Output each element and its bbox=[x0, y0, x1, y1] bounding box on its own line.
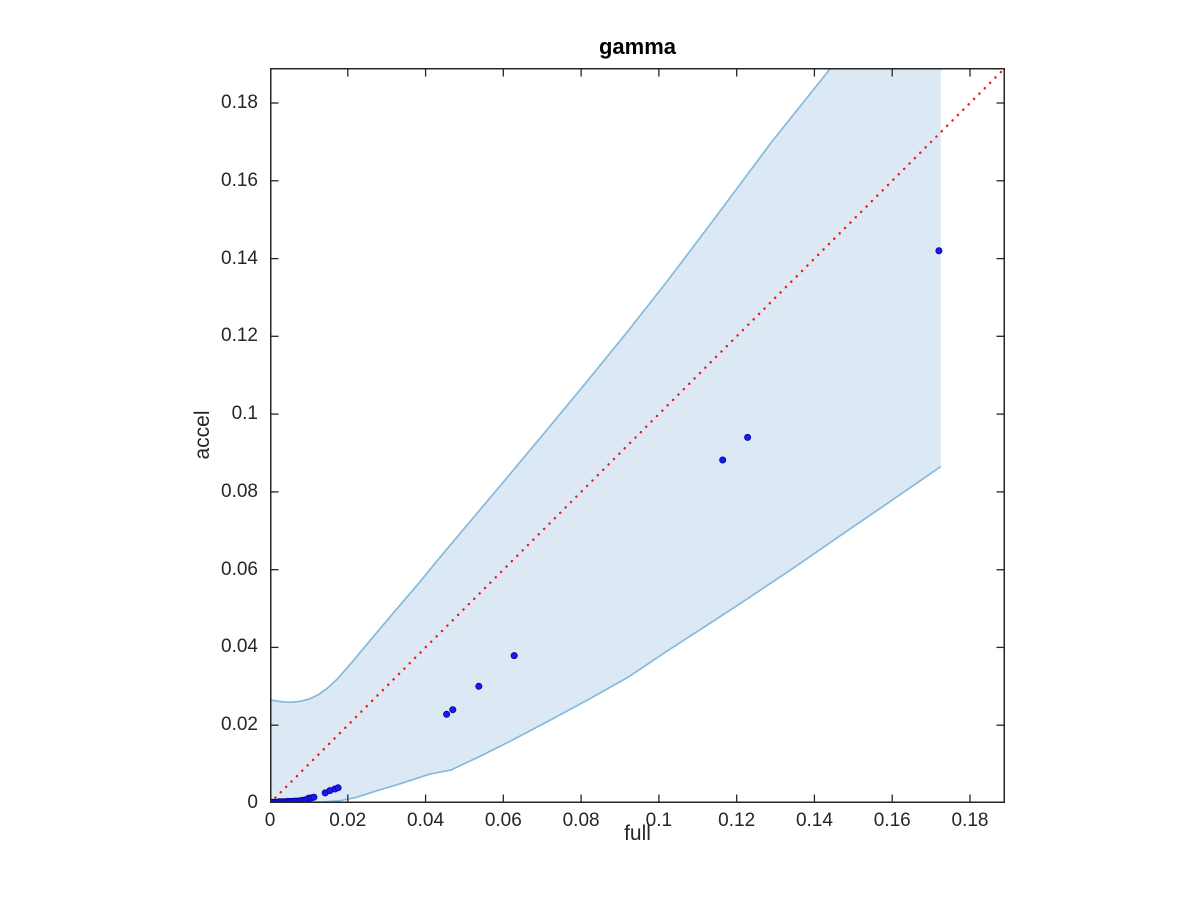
y-tick-label: 0.04 bbox=[221, 636, 258, 658]
scatter-point bbox=[744, 433, 752, 441]
scatter-point bbox=[510, 652, 518, 660]
axes-frame bbox=[270, 68, 1005, 803]
scatter-point bbox=[475, 682, 483, 690]
scatter-point bbox=[449, 706, 457, 714]
x-tick-label: 0.18 bbox=[951, 810, 989, 831]
y-tick-label: 0 bbox=[247, 792, 258, 813]
x-tick-label: 0.16 bbox=[873, 810, 911, 831]
plot-canvas bbox=[268, 66, 1007, 806]
y-tick-label: 0.1 bbox=[231, 403, 258, 425]
x-tick-label: 0 bbox=[264, 810, 276, 831]
y-tick-label: 0.14 bbox=[221, 247, 258, 269]
y-tick-label: 0.16 bbox=[221, 169, 258, 191]
scatter-point bbox=[310, 793, 318, 801]
scatter-point bbox=[334, 784, 342, 792]
scatter-point bbox=[443, 710, 451, 718]
x-tick-label: 0.06 bbox=[484, 810, 522, 831]
y-tick-label: 0.06 bbox=[221, 558, 258, 580]
scatter-point bbox=[935, 247, 943, 255]
x-tick-label: 0.1 bbox=[645, 810, 673, 831]
y-tick-label: 0.12 bbox=[221, 325, 258, 347]
x-tick-label: 0.04 bbox=[407, 810, 445, 831]
y-tick-label: 0.02 bbox=[221, 714, 258, 736]
plot-area bbox=[268, 66, 1007, 806]
x-tick-label: 0.14 bbox=[795, 810, 833, 831]
scatter-point bbox=[719, 456, 727, 464]
chart-title: gamma bbox=[598, 34, 677, 59]
x-tick-label: 0.12 bbox=[718, 810, 756, 831]
y-tick-label: 0.18 bbox=[221, 92, 258, 113]
y-tick-label: 0.08 bbox=[221, 480, 258, 502]
confidence-band-upper-edge bbox=[269, 67, 832, 704]
identity-line bbox=[268, 66, 1007, 805]
x-tick-label: 0.02 bbox=[329, 810, 367, 831]
confidence-band-fill bbox=[270, 68, 941, 803]
x-axis-label: full bbox=[624, 822, 651, 845]
x-tick-label: 0.08 bbox=[562, 810, 600, 831]
